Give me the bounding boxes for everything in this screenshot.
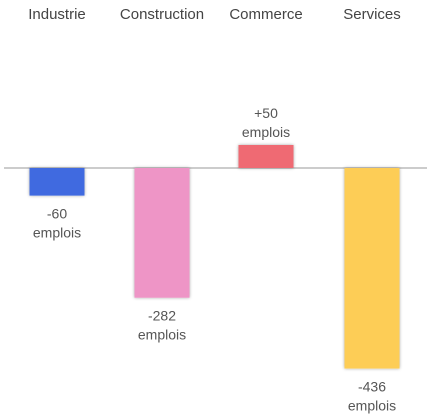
category-label-commerce: Commerce bbox=[229, 6, 302, 23]
bar-services bbox=[344, 168, 400, 369]
bar-commerce bbox=[238, 145, 294, 168]
bar-industrie bbox=[29, 168, 85, 196]
category-label-industrie: Industrie bbox=[28, 6, 86, 23]
category-label-construction: Construction bbox=[120, 6, 204, 23]
value-label-industrie: -60 emplois bbox=[33, 206, 81, 241]
category-label-services: Services bbox=[343, 6, 401, 23]
value-label-commerce: +50 emplois bbox=[242, 105, 290, 140]
value-label-construction: -282 emplois bbox=[138, 308, 186, 343]
bar-construction bbox=[134, 168, 190, 298]
value-label-services: -436 emplois bbox=[348, 379, 396, 414]
